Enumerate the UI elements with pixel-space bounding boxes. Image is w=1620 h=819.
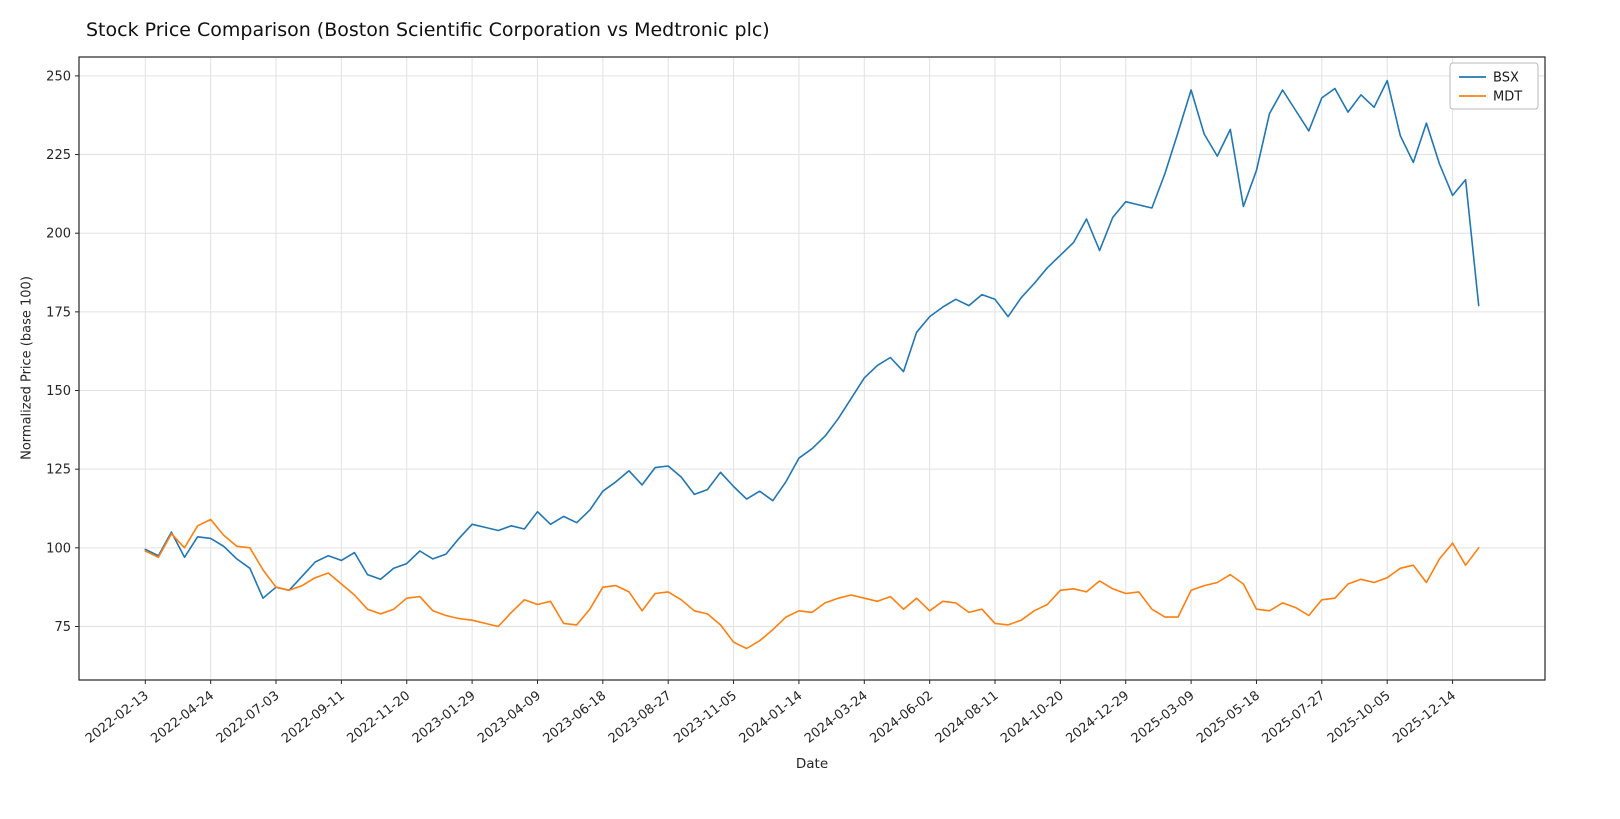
- x-tick-label: 2025-10-05: [1325, 688, 1394, 746]
- y-tick-label: 225: [46, 148, 71, 163]
- x-tick-label: 2022-09-11: [279, 688, 348, 746]
- x-tick-label: 2025-03-09: [1129, 688, 1198, 746]
- legend-label-mdt: MDT: [1493, 90, 1522, 105]
- x-tick-label: 2023-01-29: [410, 688, 479, 746]
- x-tick-label: 2022-04-24: [148, 688, 217, 746]
- x-tick-label: 2023-04-09: [475, 688, 544, 746]
- x-tick-label: 2024-03-24: [802, 688, 871, 746]
- x-tick-label: 2024-08-11: [933, 688, 1002, 746]
- x-tick-label: 2022-02-13: [83, 688, 152, 746]
- x-tick-label: 2023-08-27: [606, 688, 675, 746]
- x-tick-label: 2024-01-14: [737, 688, 806, 746]
- y-tick-label: 200: [46, 227, 71, 242]
- x-tick-label: 2024-12-29: [1063, 688, 1132, 746]
- y-tick-label: 250: [46, 69, 71, 84]
- y-tick-label: 150: [46, 384, 71, 399]
- legend-label-bsx: BSX: [1493, 71, 1519, 86]
- x-tick-label: 2022-11-20: [344, 688, 413, 746]
- x-tick-label: 2023-06-18: [541, 688, 610, 746]
- bsx-series-line: [144, 79, 1480, 600]
- x-tick-label: 2024-10-20: [998, 688, 1067, 746]
- y-tick-label: 175: [46, 305, 71, 320]
- x-tick-label: 2025-12-14: [1390, 688, 1459, 746]
- legend-box: [1449, 62, 1539, 110]
- x-tick-label: 2025-05-18: [1194, 688, 1263, 746]
- x-axis-label: Date: [795, 756, 829, 772]
- chart-title: Stock Price Comparison (Boston Scientifi…: [86, 19, 770, 41]
- y-tick-label: 100: [46, 541, 71, 556]
- x-tick-label: 2025-07-27: [1260, 688, 1329, 746]
- x-tick-label: 2022-07-03: [214, 688, 283, 746]
- x-tick-label: 2024-06-02: [867, 688, 936, 746]
- x-tick-label: 2023-11-05: [671, 688, 740, 746]
- axes-spines: [78, 56, 1546, 681]
- y-tick-label: 125: [46, 463, 71, 478]
- mdt-series-line: [144, 518, 1480, 650]
- y-tick-label: 75: [54, 620, 71, 635]
